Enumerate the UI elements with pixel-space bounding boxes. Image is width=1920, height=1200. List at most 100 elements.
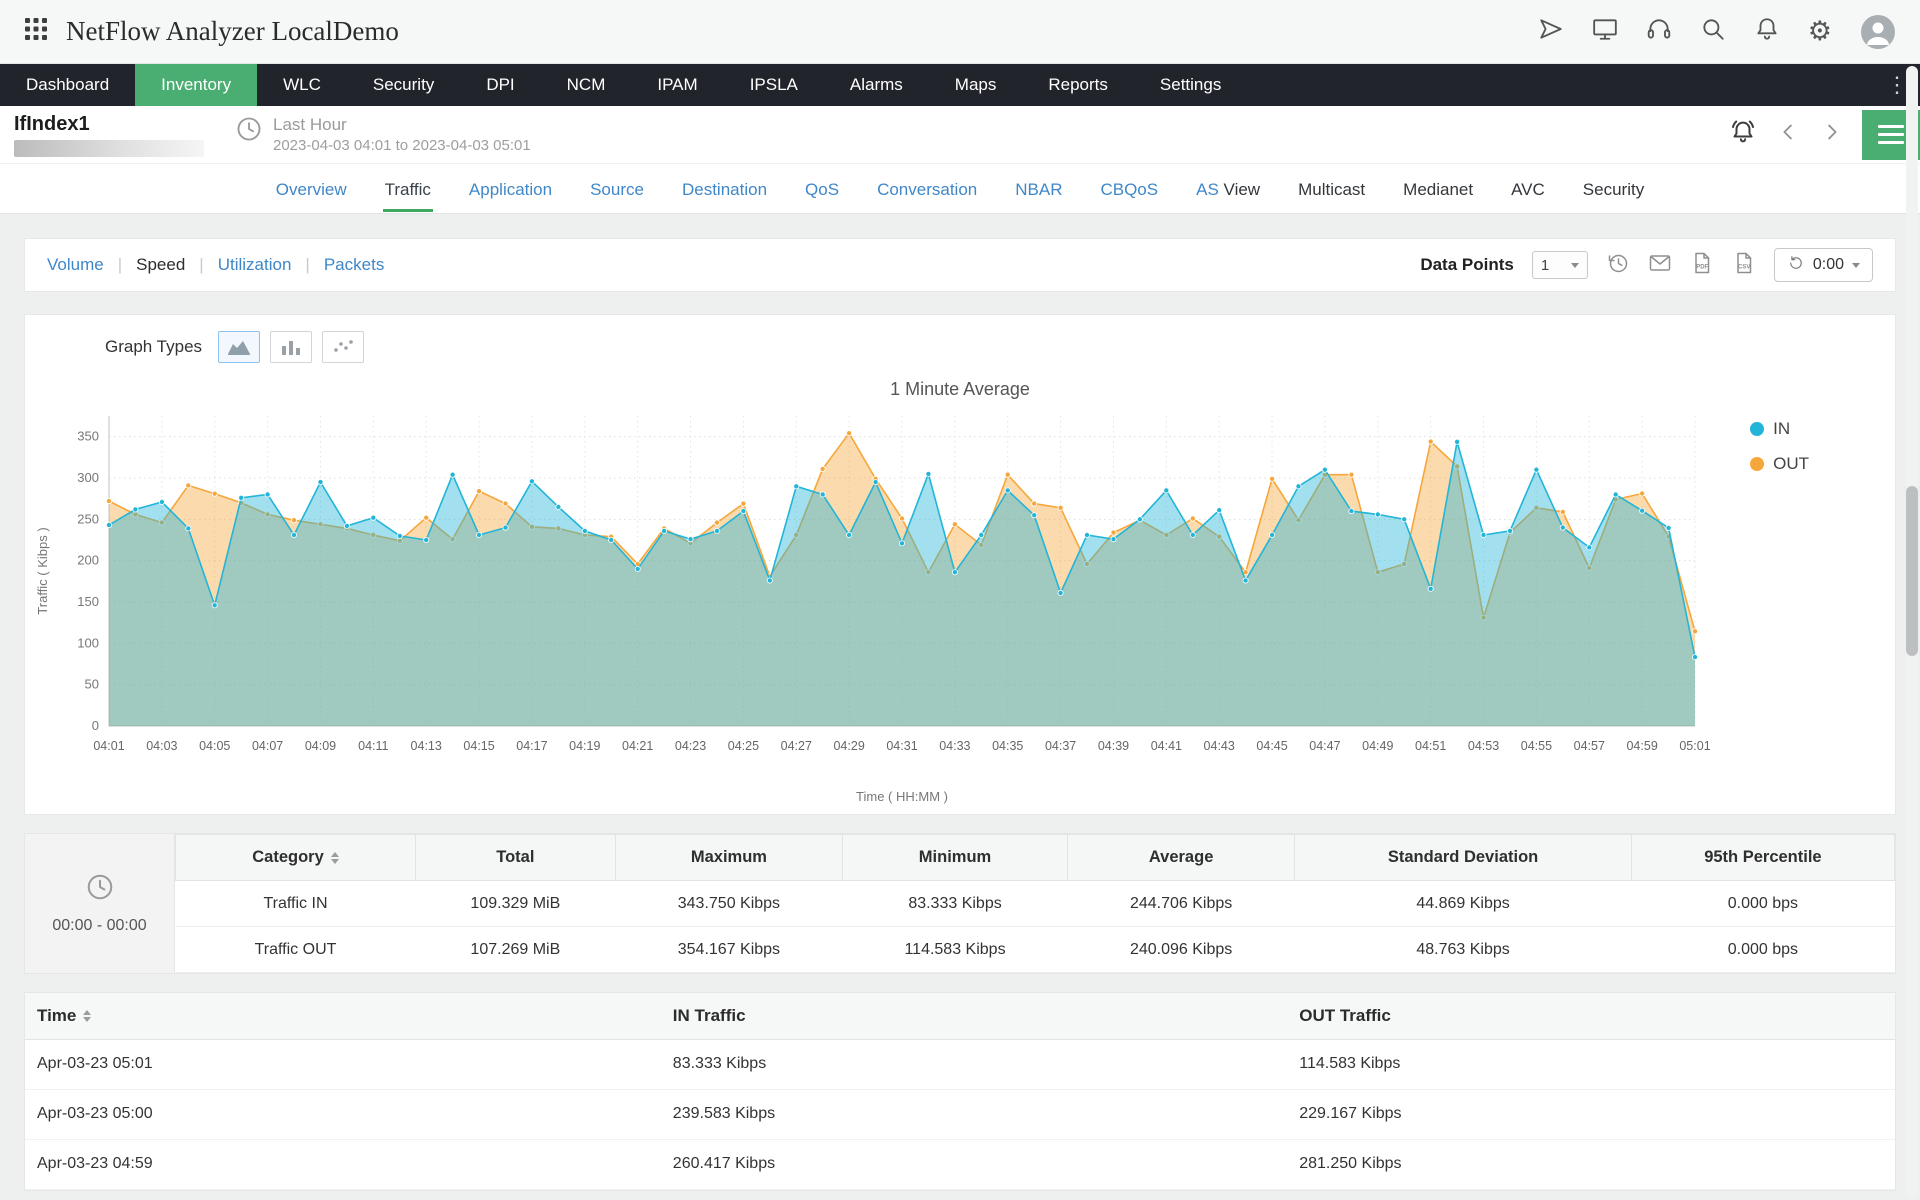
svg-text:04:23: 04:23 (675, 739, 706, 753)
cell-time: Apr-03-23 04:59 (25, 1139, 661, 1190)
chevron-left-icon[interactable] (1778, 121, 1800, 148)
cell-minimum: 114.583 Kibps (842, 926, 1068, 973)
tab-medianet[interactable]: Medianet (1403, 179, 1474, 199)
tab-as-view[interactable]: AS View (1196, 179, 1261, 199)
notifications-icon[interactable] (1754, 16, 1780, 47)
separator: | (199, 255, 204, 274)
clock-icon (85, 872, 115, 907)
table-row: Apr-03-23 05:00 239.583 Kibps 229.167 Ki… (25, 1089, 1895, 1140)
tab-security[interactable]: Security (1582, 179, 1645, 199)
view-utilization[interactable]: Utilization (217, 255, 292, 274)
nav-item-dpi[interactable]: DPI (486, 75, 515, 94)
scrollbar-thumb[interactable] (1906, 486, 1918, 656)
col-header-95th[interactable]: 95th Percentile (1630, 834, 1896, 881)
view-volume[interactable]: Volume (47, 255, 104, 274)
col-header-total[interactable]: Total (415, 834, 616, 881)
tab-overview[interactable]: Overview (275, 179, 347, 199)
alarm-icon[interactable] (1728, 117, 1758, 152)
graph-type-area-button[interactable] (218, 331, 261, 363)
screen-share-icon[interactable] (1592, 16, 1618, 47)
cell-average: 240.096 Kibps (1067, 926, 1295, 973)
sort-icon (83, 1010, 92, 1023)
tab-application[interactable]: Application (468, 179, 553, 199)
svg-text:04:15: 04:15 (463, 739, 494, 753)
col-header-out-traffic[interactable]: OUT Traffic (1287, 993, 1895, 1040)
apps-grid-icon[interactable] (24, 17, 48, 46)
nav-item-ncm[interactable]: NCM (566, 75, 606, 94)
svg-text:04:45: 04:45 (1256, 739, 1287, 753)
tab-multicast[interactable]: Multicast (1298, 179, 1366, 199)
settings-icon[interactable]: ⚙ (1807, 16, 1832, 46)
view-speed[interactable]: Speed (136, 255, 186, 274)
schedule-history-icon[interactable] (1606, 251, 1630, 280)
export-csv-icon[interactable]: CSV (1732, 251, 1756, 280)
nav-item-dashboard[interactable]: Dashboard (26, 75, 110, 94)
svg-text:04:21: 04:21 (622, 739, 653, 753)
svg-text:0: 0 (92, 718, 99, 733)
nav-overflow-icon[interactable]: ⋮ (1886, 72, 1908, 97)
tab-qos[interactable]: QoS (805, 179, 840, 199)
period-range: 2023-04-03 04:01 to 2023-04-03 05:01 (273, 137, 531, 154)
graph-type-scatter-button[interactable] (322, 331, 365, 363)
col-header-average[interactable]: Average (1066, 834, 1296, 881)
svg-text:04:27: 04:27 (781, 739, 812, 753)
cell-total: 109.329 MiB (415, 880, 616, 927)
tab-nbar[interactable]: NBAR (1015, 179, 1063, 199)
svg-text:04:33: 04:33 (939, 739, 970, 753)
headset-icon[interactable] (1646, 16, 1672, 47)
cell-total: 107.269 MiB (415, 926, 616, 973)
col-header-maximum[interactable]: Maximum (614, 834, 844, 881)
col-header-in-traffic[interactable]: IN Traffic (660, 993, 1288, 1040)
nav-item-security[interactable]: Security (372, 75, 435, 94)
tab-destination[interactable]: Destination (681, 179, 768, 199)
search-icon[interactable] (1700, 16, 1726, 47)
email-icon[interactable] (1648, 251, 1672, 280)
svg-text:100: 100 (77, 635, 99, 650)
nav-item-settings[interactable]: Settings (1159, 75, 1222, 94)
graph-type-bar-button[interactable] (270, 331, 313, 363)
data-points-select[interactable]: 1 (1531, 251, 1588, 279)
col-header-std-dev[interactable]: Standard Deviation (1294, 834, 1632, 881)
svg-text:04:29: 04:29 (833, 739, 864, 753)
nav-item-ipam[interactable]: IPAM (657, 75, 698, 94)
nav-item-reports[interactable]: Reports (1048, 75, 1108, 94)
cell-minimum: 83.333 Kibps (842, 880, 1068, 927)
nav-item-ipsla[interactable]: IPSLA (749, 75, 798, 94)
chart-x-axis-label: Time ( HH:MM ) (856, 789, 948, 804)
tab-source[interactable]: Source (590, 179, 644, 199)
svg-text:300: 300 (77, 470, 99, 485)
nav-item-wlc[interactable]: WLC (283, 75, 321, 94)
interface-name: IfIndex1 (14, 112, 90, 135)
svg-text:04:01: 04:01 (93, 739, 124, 753)
chevron-right-icon[interactable] (1820, 121, 1842, 148)
tab-cbqos[interactable]: CBQoS (1100, 179, 1159, 199)
svg-text:Traffic ( Kibps ): Traffic ( Kibps ) (35, 527, 50, 614)
legend-item-in[interactable]: IN (1750, 419, 1809, 439)
nav-item-maps[interactable]: Maps (954, 75, 997, 94)
user-avatar[interactable] (1860, 14, 1896, 50)
col-header-minimum[interactable]: Minimum (842, 834, 1068, 881)
tab-conversation[interactable]: Conversation (877, 179, 978, 199)
report-toolbar: Volume | Speed | Utilization | Packets Data… (24, 238, 1896, 292)
legend-item-out[interactable]: OUT (1750, 454, 1809, 474)
view-packets[interactable]: Packets (323, 255, 385, 274)
col-header-category[interactable]: Category (175, 834, 416, 881)
svg-text:250: 250 (77, 511, 99, 526)
vertical-scrollbar[interactable] (1906, 66, 1918, 1198)
chart-title: 1 Minute Average (890, 379, 1030, 399)
export-pdf-icon[interactable]: PDF (1690, 251, 1714, 280)
svg-text:04:09: 04:09 (305, 739, 336, 753)
refresh-timer-control[interactable]: 0:00 (1773, 248, 1873, 282)
svg-text:04:07: 04:07 (252, 739, 283, 753)
refresh-icon (1787, 254, 1805, 277)
cell-maximum: 354.167 Kibps (615, 926, 843, 973)
svg-text:04:47: 04:47 (1309, 739, 1340, 753)
send-icon[interactable] (1538, 16, 1564, 47)
nav-item-alarms[interactable]: Alarms (849, 75, 903, 94)
col-header-time[interactable]: Time (25, 993, 661, 1040)
tab-traffic[interactable]: Traffic (382, 166, 433, 212)
tab-avc[interactable]: AVC (1511, 179, 1545, 199)
main-nav: Dashboard Inventory WLC Security DPI NCM… (0, 64, 1920, 106)
table-row: Apr-03-23 05:01 83.333 Kibps 114.583 Kib… (25, 1039, 1895, 1090)
nav-item-inventory[interactable]: Inventory (135, 64, 258, 106)
